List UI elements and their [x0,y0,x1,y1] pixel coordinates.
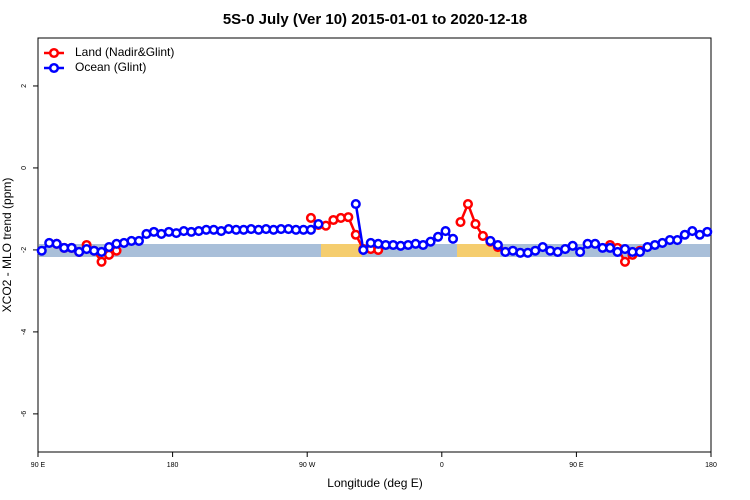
y-tick-label: -2 [21,247,28,253]
data-point [305,212,316,223]
y-tick-label: -4 [21,329,28,335]
x-tick-label: 180 [705,462,717,469]
data-point [575,246,586,258]
data-point [425,236,436,247]
data-point [470,219,481,230]
x-tick-label: 0 [440,462,444,469]
data-point [343,212,354,223]
data-point [530,245,541,256]
y-tick-label: -6 [21,411,28,417]
data-point [462,198,474,210]
data-point [313,219,324,230]
data-point [350,229,361,240]
x-axis-label: Longitude (deg E) [327,476,422,490]
data-point [687,226,698,237]
data-point [605,242,616,253]
data-point [485,235,496,246]
data-point [590,238,601,249]
data-point [477,230,488,242]
y-tick-label: 0 [21,166,28,170]
data-point [679,229,690,240]
data-point [96,246,107,258]
data-point [634,246,646,258]
data-point [619,256,631,267]
legend-label: Land (Nadir&Glint) [75,45,174,59]
x-tick-label: 90 E [569,462,584,469]
data-point [358,244,369,255]
data-point [492,239,503,251]
data-point [567,240,578,251]
data-point [537,241,548,253]
data-point [66,242,77,253]
plot-frame [37,37,712,453]
x-tick-label: 90 W [299,462,316,469]
data-point [133,235,144,246]
data-point [672,235,683,246]
legend-marker [48,47,60,59]
data-point [350,198,361,210]
data-point [51,238,62,249]
legend-label: Ocean (Glint) [75,60,146,74]
x-tick-label: 180 [167,462,179,469]
data-point [305,224,316,235]
legend-marker [48,62,60,74]
data-point [433,231,444,242]
x-tick-label: 90 E [31,462,46,469]
land-strip [321,244,362,257]
chart-title: 5S-0 July (Ver 10) 2015-01-01 to 2020-12… [223,11,527,28]
land-strip [457,244,500,257]
data-point [702,226,713,237]
data-point [36,245,47,256]
y-tick-label: 2 [21,84,28,88]
data-point [96,256,107,267]
data-point [447,233,459,244]
data-point [455,216,466,228]
data-point [440,226,451,237]
y-axis-label: XCO2 - MLO trend (ppm) [0,178,14,313]
